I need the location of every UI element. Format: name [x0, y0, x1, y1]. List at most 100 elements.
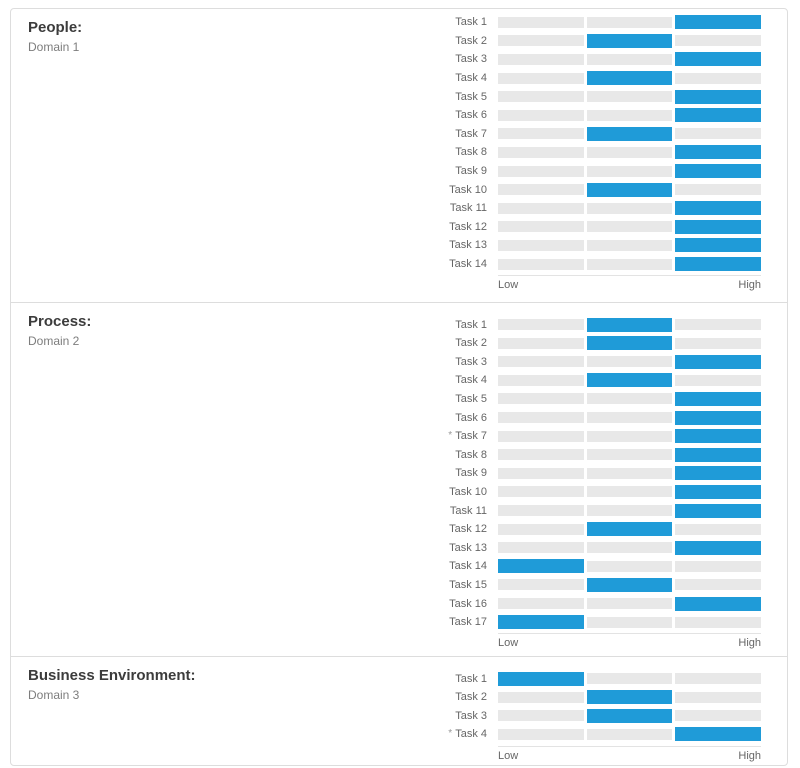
- level-segment: [498, 146, 584, 158]
- level-segment: [498, 467, 584, 479]
- level-segment: [675, 72, 762, 84]
- level-segment: [498, 72, 584, 84]
- task-rows: Task 1 Task 2 Task 3 Task 4 Task 5 Task 6 * Tas…: [423, 315, 762, 632]
- level-segment: [675, 710, 762, 722]
- level-track: [498, 182, 762, 197]
- task-row: Task 6: [423, 106, 762, 125]
- task-label: Task 6: [455, 411, 487, 424]
- level-bar-active: [586, 71, 673, 86]
- task-label: * Task 4: [448, 728, 487, 741]
- task-level-chart: Task 1 Task 2 Task 3 * Task 4 Low High: [423, 657, 762, 764]
- axis: Low High: [498, 745, 761, 762]
- level-segment: [586, 356, 673, 368]
- axis-high-label: High: [738, 279, 761, 292]
- level-track: [498, 577, 762, 592]
- level-segment: [586, 430, 673, 442]
- axis-low-label: Low: [498, 637, 519, 650]
- section-subtitle: Domain 2: [28, 334, 80, 349]
- section-title: Business Environment:: [28, 667, 196, 685]
- level-bar-active: [586, 182, 673, 197]
- level-segment: [498, 374, 584, 386]
- task-row: Task 11: [423, 501, 762, 520]
- level-bar-active: [675, 484, 762, 499]
- level-segment: [498, 221, 584, 233]
- level-track: [498, 108, 762, 123]
- level-segment: [675, 579, 762, 591]
- level-segment: [586, 393, 673, 405]
- level-bar-active: [675, 15, 762, 30]
- level-track: [498, 429, 762, 444]
- task-row: Task 11: [423, 199, 762, 218]
- level-track: [498, 89, 762, 104]
- level-segment: [586, 449, 673, 461]
- task-row: Task 10: [423, 180, 762, 199]
- level-segment: [498, 598, 584, 610]
- task-row: Task 8: [423, 143, 762, 162]
- section-title: Process:: [28, 313, 92, 331]
- level-segment: [498, 165, 584, 177]
- task-row: Task 3: [423, 353, 762, 372]
- axis-high-label: High: [738, 637, 761, 650]
- level-track: [498, 690, 762, 705]
- level-track: [498, 52, 762, 67]
- level-track: [498, 466, 762, 481]
- level-segment: [675, 616, 762, 628]
- level-bar-active: [675, 89, 762, 104]
- level-segment: [586, 16, 673, 28]
- task-row: Task 5: [423, 87, 762, 106]
- level-segment: [586, 146, 673, 158]
- task-row: Task 12: [423, 520, 762, 539]
- level-track: [498, 447, 762, 462]
- task-label: * Task 7: [448, 430, 487, 443]
- level-segment: [586, 486, 673, 498]
- level-track: [498, 708, 762, 723]
- level-bar-active: [498, 615, 584, 630]
- domain-section: People: Domain 1 Task 1 Task 2 Task 3 Task …: [11, 9, 787, 302]
- level-track: [498, 257, 762, 272]
- task-label: Task 10: [449, 485, 487, 498]
- task-row: Task 17: [423, 613, 762, 632]
- level-segment: [586, 505, 673, 517]
- level-track: [498, 219, 762, 234]
- level-segment: [498, 412, 584, 424]
- level-segment: [586, 412, 673, 424]
- task-label: Task 1: [455, 16, 487, 29]
- task-row: Task 7: [423, 125, 762, 144]
- level-track: [498, 354, 762, 369]
- section-header: People: Domain 1: [11, 9, 423, 54]
- level-bar-active: [675, 540, 762, 555]
- level-track: [498, 671, 762, 686]
- level-segment: [498, 691, 584, 703]
- level-segment: [498, 128, 584, 140]
- level-track: [498, 164, 762, 179]
- level-bar-active: [675, 257, 762, 272]
- task-label: Task 8: [455, 146, 487, 159]
- level-segment: [675, 374, 762, 386]
- task-row: Task 1: [423, 669, 762, 688]
- level-bar-active: [675, 108, 762, 123]
- level-bar-active: [586, 126, 673, 141]
- level-segment: [498, 449, 584, 461]
- level-bar-active: [675, 596, 762, 611]
- task-row: Task 3: [423, 707, 762, 726]
- section-header: Business Environment: Domain 3: [11, 657, 423, 702]
- level-segment: [675, 691, 762, 703]
- level-bar-active: [498, 559, 584, 574]
- level-track: [498, 615, 762, 630]
- task-row: Task 8: [423, 445, 762, 464]
- level-bar-active: [675, 52, 762, 67]
- task-label: Task 12: [449, 220, 487, 233]
- level-segment: [498, 202, 584, 214]
- level-segment: [675, 128, 762, 140]
- task-label: Task 5: [455, 392, 487, 405]
- task-label: Task 4: [455, 72, 487, 85]
- level-bar-active: [675, 354, 762, 369]
- level-bar-active: [675, 238, 762, 253]
- task-label: Task 11: [449, 504, 487, 517]
- level-segment: [675, 319, 762, 331]
- level-segment: [498, 337, 584, 349]
- task-label: Task 2: [455, 34, 487, 47]
- level-bar-active: [586, 708, 673, 723]
- task-row: * Task 7: [423, 427, 762, 446]
- level-segment: [675, 35, 762, 47]
